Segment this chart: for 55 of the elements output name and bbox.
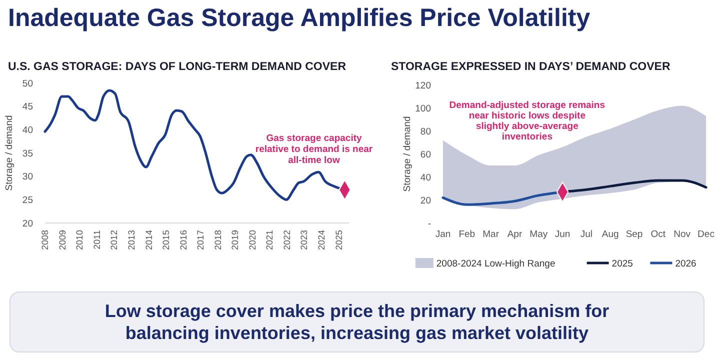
x-tick-label: 2009	[57, 230, 68, 250]
x-tick-label: Dec	[698, 229, 715, 240]
x-tick-label: May	[530, 229, 548, 240]
x-tick-label: 2008	[40, 230, 50, 250]
x-tick-label: 2013	[126, 230, 137, 250]
y-tick-label: 45	[22, 102, 33, 113]
x-tick-label: Aug	[602, 229, 619, 240]
legend-label: 2008-2024 Low-High Range	[436, 258, 556, 270]
x-tick-label: 2021	[264, 230, 275, 250]
x-tick-label: 2018	[212, 230, 223, 250]
x-tick-label: Jun	[554, 229, 570, 240]
x-tick-label: 2011	[92, 230, 102, 250]
y-tick-label: 35	[22, 148, 33, 160]
text: Low storage cover makes price the primary mechanism for balancing inventories, increasing gas market volatility	[104, 301, 610, 343]
y-tick-label: 25	[22, 194, 33, 206]
y-tick-label: 40	[420, 172, 431, 184]
x-tick-label: 2023	[299, 230, 310, 250]
x-tick-label: 2025	[334, 230, 344, 250]
y-tick-label: 100	[415, 103, 431, 114]
chart-subtitle: U.S. GAS STORAGE: DAYS OF LONG-TERM DEMAND COVER	[8, 61, 347, 73]
y-tick-label: 20	[420, 195, 431, 206]
legend-label: 2025	[612, 258, 633, 270]
x-tick-label: Apr	[507, 229, 522, 240]
x-tick-label: 2010	[74, 230, 85, 250]
chart-title: STORAGE EXPRESSED IN DAYS’ DEMAND COVER	[391, 61, 671, 73]
legend-label: 2026	[675, 258, 696, 270]
y-axis-title: Storage / demand	[402, 116, 413, 192]
y-tick-label: 120	[415, 80, 431, 92]
annotation: Gas storage capacity relative to demand is near all-time low	[255, 133, 373, 166]
y-tick-label: -	[428, 218, 431, 230]
x-tick-label: 2012	[109, 230, 120, 250]
y-tick-label: 80	[420, 126, 431, 138]
y-axis-title: Storage / demand	[4, 115, 15, 191]
x-tick-label: Sep	[626, 229, 643, 240]
y-tick-label: 20	[22, 218, 33, 230]
annotation: Demand-adjusted storage remains near historic lows despite slightly above-average inventories	[449, 100, 606, 142]
x-tick-label: 2014	[144, 230, 154, 250]
x-tick-label: 2015	[161, 230, 172, 250]
y-tick-label: 50	[22, 78, 33, 90]
chart-title: Inadequate Gas Storage Amplifies Price Volatility	[8, 4, 590, 32]
x-tick-label: Oct	[650, 229, 666, 240]
y-tick-label: 30	[22, 172, 33, 183]
x-tick-label: 2017	[196, 230, 206, 250]
x-tick-label: Jul	[580, 229, 593, 240]
x-tick-label: Feb	[458, 229, 476, 240]
x-tick-label: 2024	[316, 230, 327, 250]
x-tick-label: Mar	[482, 229, 500, 240]
x-tick-label: 2016	[178, 230, 188, 250]
x-tick-label: 2020	[247, 230, 258, 250]
y-tick-label: 60	[420, 149, 431, 160]
x-tick-label: Nov	[674, 229, 691, 240]
x-tick-label: Jan	[435, 229, 451, 240]
x-tick-label: 2019	[230, 230, 240, 250]
x-tick-label: 2022	[282, 230, 292, 250]
y-tick-label: 40	[22, 124, 33, 136]
